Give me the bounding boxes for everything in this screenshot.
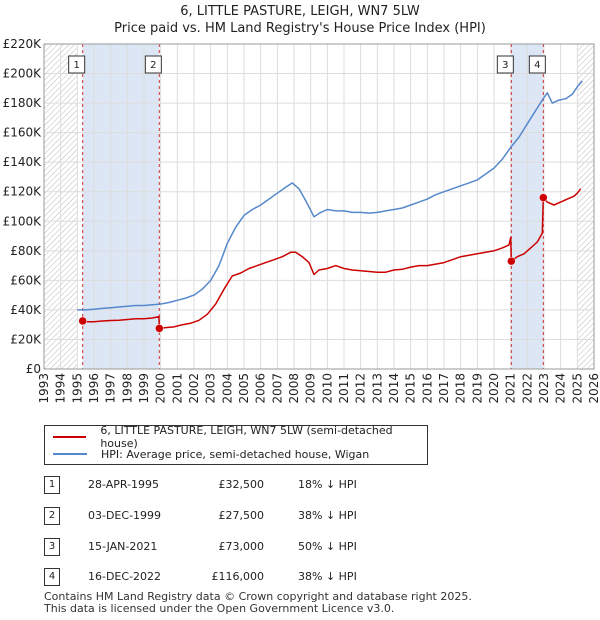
x-tick-label: 2012 <box>354 373 368 404</box>
legend-item-hpi: HPI: Average price, semi-detached house,… <box>53 446 369 462</box>
transaction-date: 15-JAN-2021 <box>88 540 158 553</box>
x-tick-label: 2002 <box>187 373 201 404</box>
x-tick-label: 2010 <box>320 373 334 404</box>
chart-title: 6, LITTLE PASTURE, LEIGH, WN7 5LW <box>180 4 420 19</box>
sale-label-box <box>528 55 546 74</box>
sale-label-box <box>68 55 86 74</box>
x-tick-label: 2025 <box>570 373 584 404</box>
y-tick-label: £120K <box>3 185 43 199</box>
ownership-band <box>82 44 160 369</box>
legend-label-hpi: HPI: Average price, semi-detached house,… <box>101 447 370 461</box>
no-data-hatch <box>577 44 594 369</box>
sale-point <box>155 324 164 333</box>
legend: 6, LITTLE PASTURE, LEIGH, WN7 5LW (semi-… <box>44 424 428 465</box>
y-tick-label: £60K <box>10 273 42 287</box>
price-chart: 1 2 3 4 £0 £20K £40K £60K £80K £100K £120K £140K £16… <box>3 37 600 404</box>
x-tick-label: 2019 <box>470 373 484 404</box>
transaction-price: £73,000 <box>218 540 265 553</box>
x-tick-label: 1996 <box>87 373 101 404</box>
property-price-line <box>82 188 582 330</box>
transaction-number-badge: 4 <box>44 568 60 586</box>
y-tick-label: £220K <box>3 37 43 51</box>
y-tick-label: £160K <box>3 126 43 140</box>
hpi-line <box>77 80 583 311</box>
transaction-hpi-diff: 18% ↓ HPI <box>298 478 357 491</box>
x-tick-label: 2022 <box>520 373 534 404</box>
chart-subtitle: Price paid vs. HM Land Registry's House … <box>114 21 486 36</box>
transaction-row: 4 16-DEC-2022 £116,000 38% ↓ HPI <box>44 568 464 586</box>
sale-point <box>507 256 516 266</box>
transaction-row: 1 28-APR-1995 £32,500 18% ↓ HPI <box>44 476 464 494</box>
legend-label-property: 6, LITTLE PASTURE, LEIGH, WN7 5LW (semi-… <box>100 424 393 450</box>
sale-label-text: 3 <box>502 60 508 71</box>
x-tick-label: 2021 <box>504 373 518 404</box>
x-tick-label: 1997 <box>104 373 118 404</box>
x-tick-label: 2011 <box>337 373 351 404</box>
y-tick-label: £200K <box>3 67 43 81</box>
transaction-price: £116,000 <box>211 570 265 583</box>
sale-point <box>539 193 548 202</box>
x-tick-label: 2016 <box>420 373 434 404</box>
x-tick-label: 2015 <box>404 373 418 404</box>
x-tick-label: 2020 <box>487 373 501 404</box>
x-tick-label: 1998 <box>120 373 134 404</box>
y-tick-label: £0 <box>26 362 41 376</box>
sale-point <box>78 316 87 326</box>
y-tick-label: £40K <box>10 303 42 317</box>
licence-notice: This data is licensed under the Open Gov… <box>44 602 395 615</box>
x-tick-label: 2006 <box>254 373 268 404</box>
sale-label-box <box>144 55 162 74</box>
x-tick-label: 2007 <box>270 373 284 404</box>
sale-label-text: 4 <box>534 60 540 71</box>
transaction-hpi-diff: 38% ↓ HPI <box>298 570 357 583</box>
x-tick-label: 1993 <box>37 373 51 404</box>
y-tick-label: £80K <box>10 244 42 258</box>
y-tick-label: £20K <box>10 332 42 346</box>
transaction-number-badge: 1 <box>44 476 60 494</box>
legend-swatch-hpi <box>53 453 87 455</box>
sale-label-text: 2 <box>150 60 156 71</box>
x-tick-label: 2001 <box>170 373 184 404</box>
x-tick-label: 2008 <box>287 373 301 404</box>
plot-frame <box>43 43 595 370</box>
transaction-hpi-diff: 38% ↓ HPI <box>298 509 357 522</box>
y-tick-label: £140K <box>3 155 43 169</box>
transaction-date: 16-DEC-2022 <box>88 570 162 583</box>
copyright-notice: Contains HM Land Registry data © Crown c… <box>44 590 472 603</box>
x-tick-label: 2018 <box>454 373 468 404</box>
x-tick-label: 2005 <box>237 373 251 404</box>
transaction-hpi-diff: 50% ↓ HPI <box>298 540 357 553</box>
x-tick-label: 2000 <box>154 373 168 404</box>
transaction-row: 2 03-DEC-1999 £27,500 38% ↓ HPI <box>44 507 464 525</box>
legend-swatch-property <box>53 436 87 438</box>
transaction-price: £27,500 <box>218 509 265 522</box>
sale-label-text: 1 <box>73 60 79 71</box>
legend-item-property: 6, LITTLE PASTURE, LEIGH, WN7 5LW (semi-… <box>53 424 427 450</box>
transaction-date: 28-APR-1995 <box>88 478 160 491</box>
x-tick-label: 1999 <box>137 373 151 404</box>
transaction-date: 03-DEC-1999 <box>88 509 162 522</box>
x-tick-label: 2009 <box>304 373 318 404</box>
transaction-price: £32,500 <box>218 478 265 491</box>
x-tick-label: 2026 <box>587 373 600 404</box>
x-tick-label: 2004 <box>220 373 234 404</box>
x-tick-label: 1994 <box>54 373 68 404</box>
y-tick-label: £180K <box>3 96 43 110</box>
x-tick-label: 1995 <box>70 373 84 404</box>
sale-label-box <box>496 55 514 74</box>
x-tick-label: 2023 <box>537 373 551 404</box>
transaction-row: 3 15-JAN-2021 £73,000 50% ↓ HPI <box>44 538 464 556</box>
x-tick-label: 2017 <box>437 373 451 404</box>
x-tick-label: 2014 <box>387 373 401 404</box>
transaction-number-badge: 3 <box>44 538 60 556</box>
x-tick-label: 2003 <box>204 373 218 404</box>
x-tick-label: 2013 <box>370 373 384 404</box>
y-tick-label: £100K <box>3 214 43 228</box>
transaction-number-badge: 2 <box>44 507 60 525</box>
x-tick-label: 2024 <box>554 373 568 404</box>
